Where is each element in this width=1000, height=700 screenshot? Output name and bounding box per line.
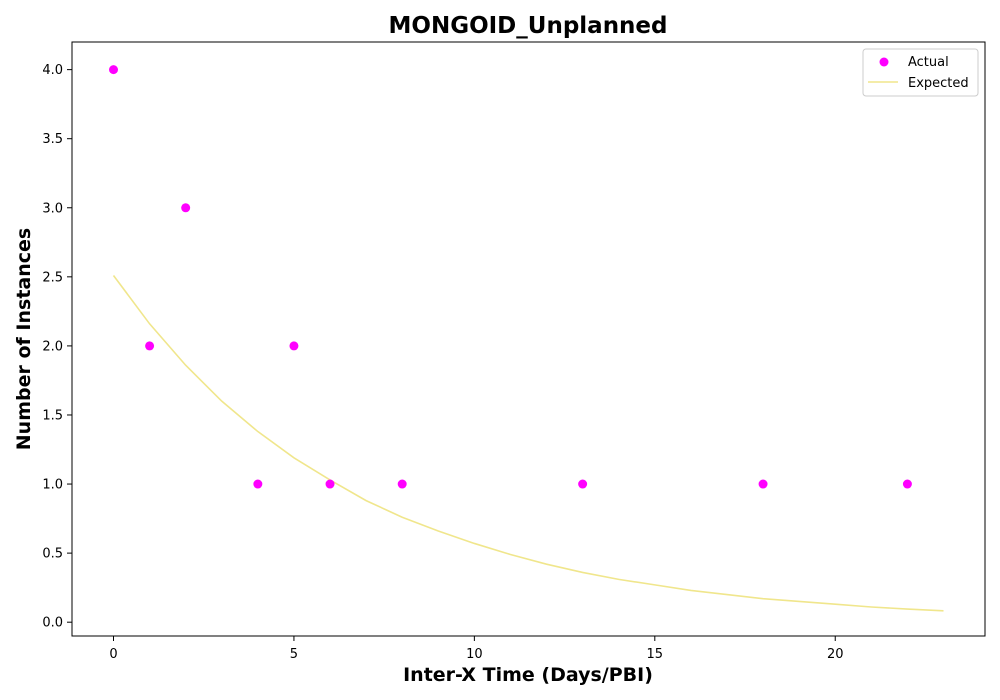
y-tick-label: 2.5 [42, 270, 63, 285]
chart-title: MONGOID_Unplanned [389, 13, 668, 39]
plot-frame [71, 41, 986, 637]
y-tick-label: 2.0 [42, 339, 63, 354]
y-tick-label: 3.0 [42, 201, 63, 216]
legend: Actual Expected [862, 48, 979, 97]
series-actual-point [289, 341, 299, 351]
x-tick-label: 5 [290, 647, 298, 662]
x-tick-label: 10 [466, 647, 483, 662]
series-actual-point [397, 479, 407, 489]
y-tick-label: 3.5 [42, 132, 63, 147]
plot-area [109, 65, 944, 612]
series-actual-point [145, 341, 155, 351]
x-tick-label: 20 [827, 647, 844, 662]
series-actual-point [325, 479, 335, 489]
x-axis-label: Inter-X Time (Days/PBI) [403, 664, 653, 686]
y-axis: 0.0 0.5 1.0 1.5 2.0 2.5 3.0 3.5 4.0 [42, 63, 72, 631]
x-axis: 0 5 10 15 20 [109, 636, 844, 662]
y-tick-label: 0.0 [42, 616, 63, 631]
x-tick-label: 15 [647, 647, 664, 662]
y-tick-label: 1.0 [42, 478, 63, 493]
legend-label-actual: Actual [908, 55, 949, 70]
series-actual-point [181, 203, 191, 213]
legend-label-expected: Expected [908, 76, 969, 91]
y-tick-label: 4.0 [42, 63, 63, 78]
series-actual-point [578, 479, 588, 489]
y-tick-label: 0.5 [42, 547, 63, 562]
legend-box [862, 48, 979, 97]
series-actual-point [253, 479, 263, 489]
y-axis-label: Number of Instances [13, 228, 35, 450]
series-actual-point [902, 479, 912, 489]
x-tick-label: 0 [109, 647, 117, 662]
legend-marker-actual [879, 57, 889, 67]
series-actual-point [109, 65, 118, 75]
y-tick-label: 1.5 [42, 408, 63, 423]
series-actual-point [758, 479, 768, 489]
series-expected-line [112, 274, 944, 612]
